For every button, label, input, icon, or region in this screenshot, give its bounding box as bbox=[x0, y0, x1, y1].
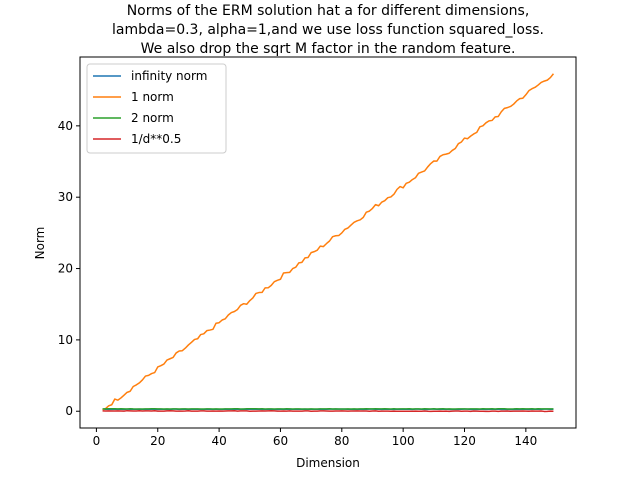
title-line-2: lambda=0.3, alpha=1,and we use loss func… bbox=[112, 22, 544, 38]
legend-label: infinity norm bbox=[131, 69, 207, 83]
y-axis-label: Norm bbox=[33, 227, 47, 260]
x-tick-label: 60 bbox=[273, 434, 288, 448]
y-tick-label: 0 bbox=[65, 404, 73, 418]
x-tick-label: 20 bbox=[150, 434, 165, 448]
y-tick-label: 20 bbox=[58, 262, 73, 276]
legend: infinity norm 1 norm 2 norm 1/d**0.5 bbox=[87, 64, 226, 153]
y-tick-label: 30 bbox=[58, 190, 73, 204]
x-tick-label: 100 bbox=[392, 434, 415, 448]
x-tick-label: 80 bbox=[334, 434, 349, 448]
x-tick-label: 0 bbox=[93, 434, 101, 448]
legend-label: 2 norm bbox=[131, 111, 174, 125]
x-axis-ticks: 0 20 40 60 80 100 120 140 bbox=[93, 428, 538, 448]
legend-label: 1/d**0.5 bbox=[131, 132, 181, 146]
series-line bbox=[103, 411, 554, 412]
y-tick-label: 10 bbox=[58, 333, 73, 347]
title-line-1: Norms of the ERM solution hat a for diff… bbox=[127, 3, 530, 19]
x-axis-label: Dimension bbox=[296, 456, 360, 470]
x-tick-label: 120 bbox=[453, 434, 476, 448]
y-axis-ticks: 0 10 20 30 40 bbox=[58, 119, 80, 418]
x-tick-label: 140 bbox=[514, 434, 537, 448]
x-tick-label: 40 bbox=[211, 434, 226, 448]
y-tick-label: 40 bbox=[58, 119, 73, 133]
chart-title: Norms of the ERM solution hat a for diff… bbox=[112, 3, 544, 57]
title-line-3: We also drop the sqrt M factor in the ra… bbox=[141, 41, 516, 57]
legend-label: 1 norm bbox=[131, 90, 174, 104]
